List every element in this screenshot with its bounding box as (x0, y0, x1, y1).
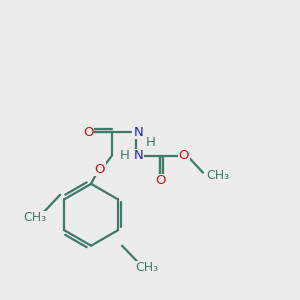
Text: N: N (134, 149, 144, 162)
Text: H: H (120, 149, 130, 162)
Text: N: N (134, 126, 144, 139)
Text: O: O (178, 149, 189, 162)
Text: O: O (95, 163, 105, 176)
Text: CH₃: CH₃ (136, 261, 159, 274)
Text: O: O (155, 174, 166, 188)
Text: CH₃: CH₃ (24, 211, 47, 224)
Text: H: H (146, 136, 156, 149)
Text: CH₃: CH₃ (206, 169, 229, 182)
Text: O: O (83, 126, 93, 139)
